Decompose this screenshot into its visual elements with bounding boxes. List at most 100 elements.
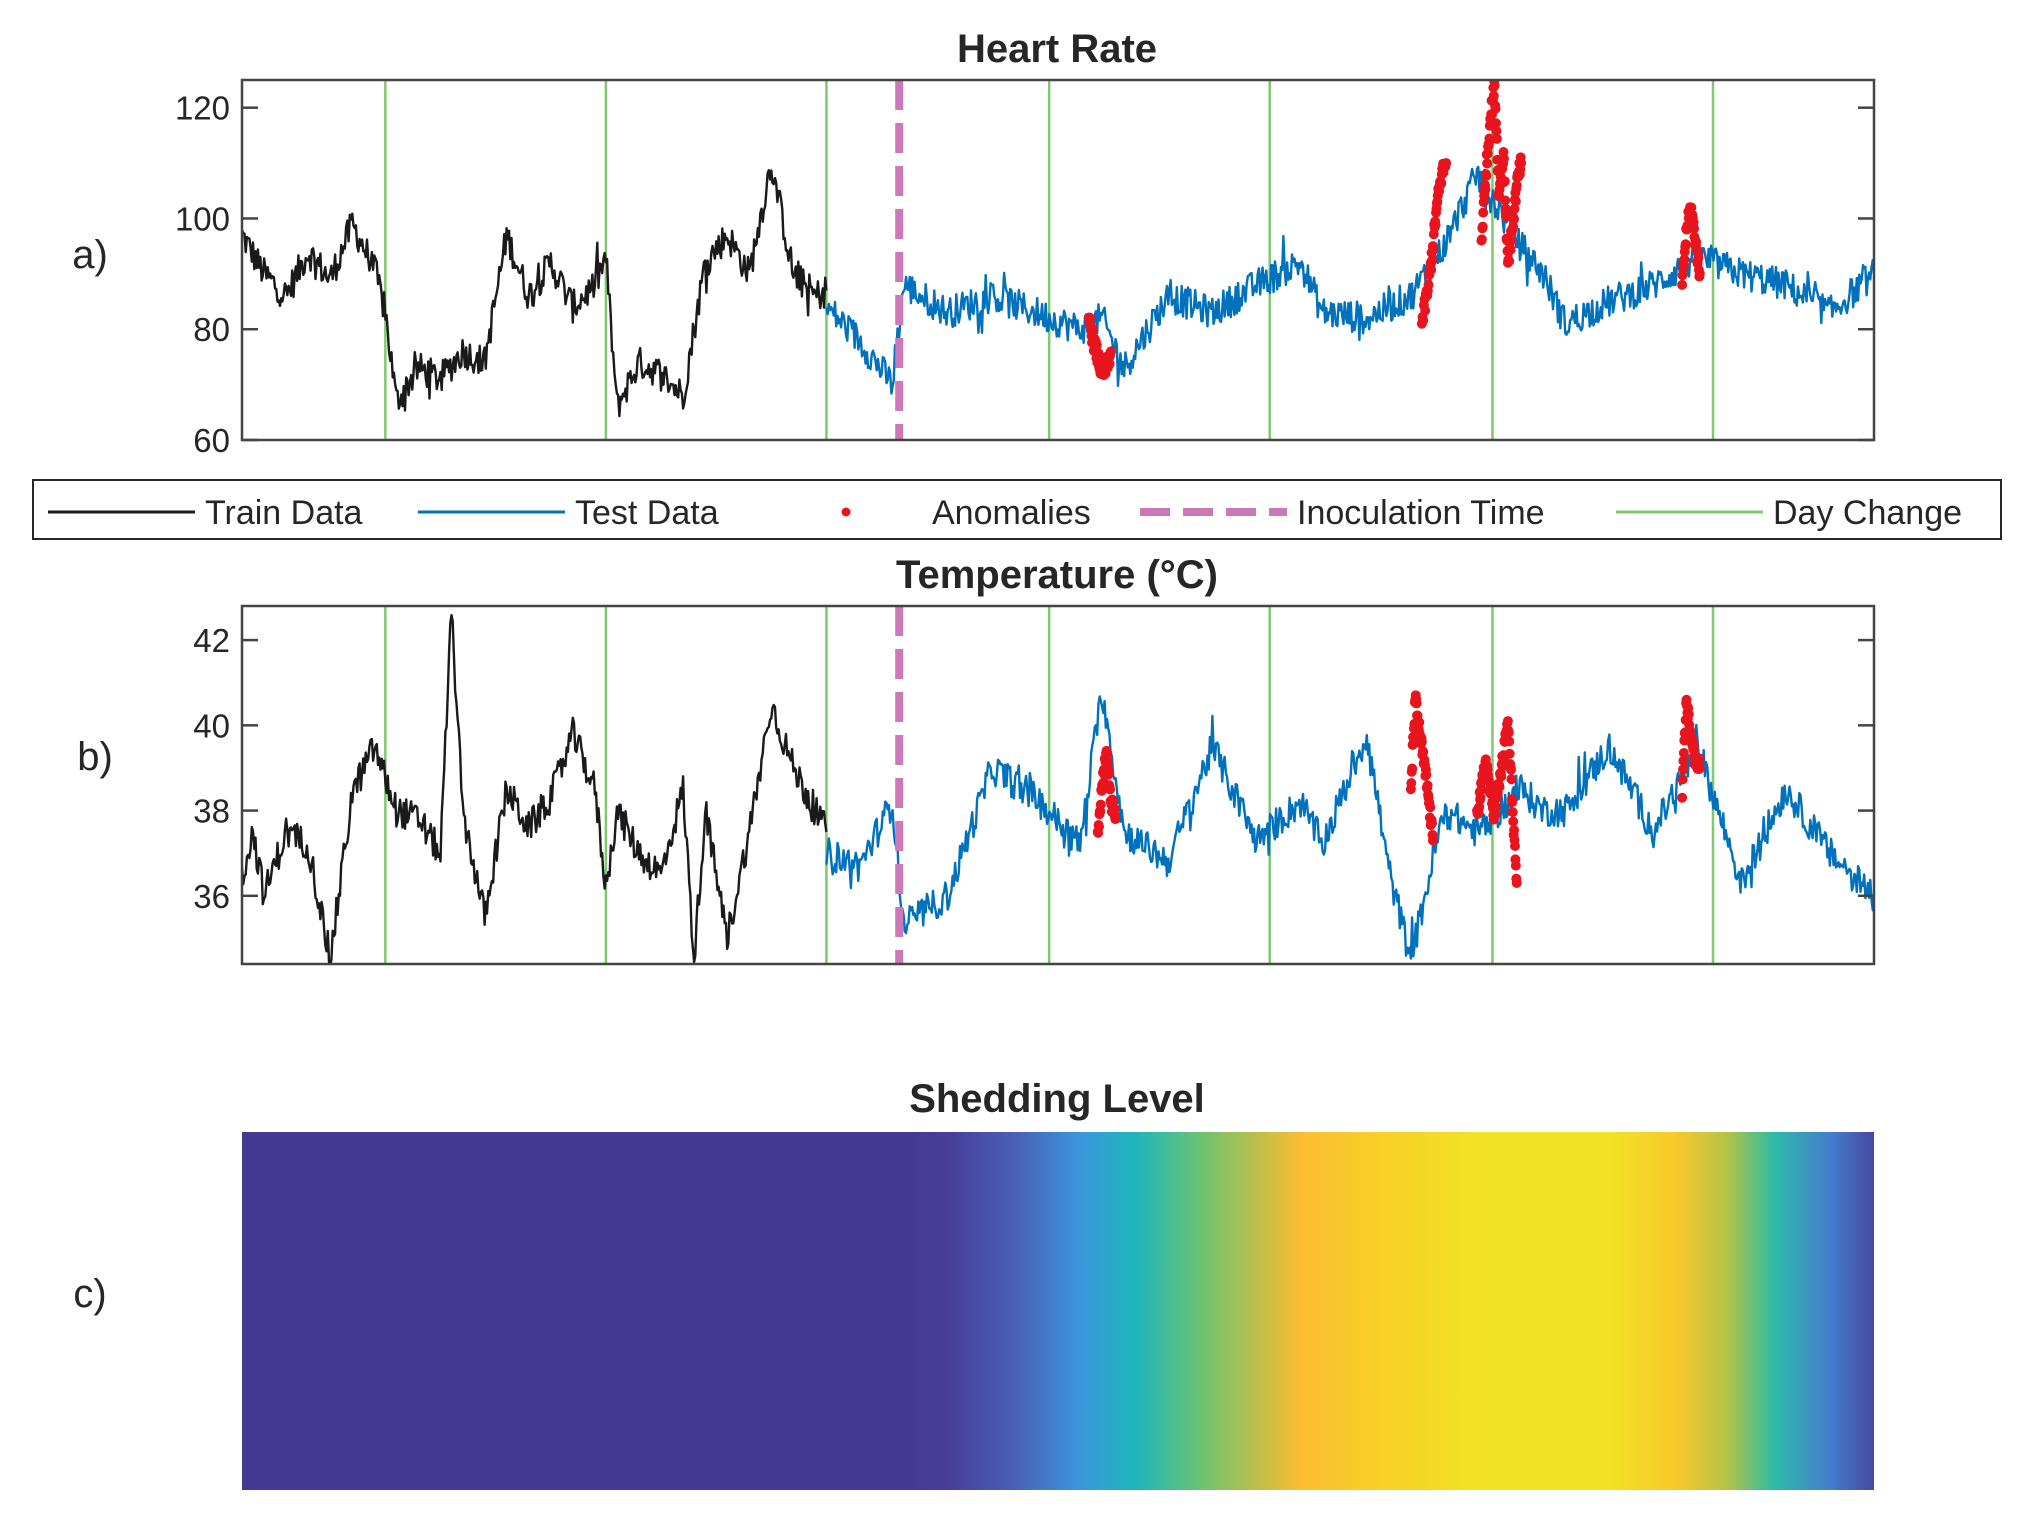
anomaly-point-fill — [1093, 348, 1104, 359]
anomaly-point-fill — [1491, 125, 1502, 136]
ytick-label-2: 100 — [175, 200, 230, 237]
anomaly-point-fill — [1504, 748, 1515, 759]
anomaly-point-fill — [1509, 840, 1520, 851]
legend-test-label: Test Data — [575, 494, 719, 532]
anomaly-point-fill — [1418, 746, 1429, 757]
anomaly-point-fill — [1428, 243, 1439, 254]
axes-frame — [240, 604, 1876, 966]
anomaly-point-fill — [1507, 807, 1518, 818]
legend-box — [32, 479, 2002, 540]
heart-rate-plot-area: 60 80 100 120 — [175, 78, 1876, 459]
anomaly-point-fill — [1103, 765, 1114, 776]
anomaly-point-fill — [1509, 824, 1520, 835]
anomaly-point-fill — [1102, 748, 1113, 759]
legend: Train Data Test Data Anomalies Inoculati… — [32, 479, 2002, 540]
anomaly-point-fill — [1510, 196, 1521, 207]
anomaly-point-fill — [1104, 358, 1115, 369]
panel-c-title: Shedding Level — [909, 1077, 1205, 1121]
anomaly-point-fill — [1500, 203, 1511, 214]
anomaly-point-fill — [1504, 736, 1515, 747]
anomaly-point-fill — [1508, 816, 1519, 827]
anomaly-point-25 — [1694, 762, 1705, 773]
anomaly-point-fill — [1506, 774, 1517, 785]
anomaly-point-12 — [1476, 784, 1487, 795]
anomaly-point-fill — [1490, 118, 1501, 129]
axes-frame — [240, 78, 1876, 442]
anomaly-point-7 — [1423, 279, 1434, 290]
anomaly-point-fill — [1427, 818, 1438, 829]
panel-a-title: Heart Rate — [957, 27, 1157, 71]
anomaly-point-fill — [1484, 133, 1495, 144]
anomaly-point-fill — [1407, 763, 1418, 774]
anomaly-point-20 — [1511, 878, 1522, 889]
shedding-heatmap-bar — [242, 1132, 1874, 1490]
anomaly-point-fill — [1430, 219, 1441, 230]
anomaly-point-21 — [1516, 158, 1527, 169]
panel-b-label: b) — [77, 735, 113, 779]
ytick-label-1: 38 — [193, 793, 230, 830]
plot-clip-group — [242, 606, 1874, 964]
anomaly-point-fill — [1508, 221, 1519, 232]
anomaly-point-5 — [1105, 346, 1116, 357]
anomaly-point-11 — [1441, 158, 1452, 169]
panel-b-title: Temperature (°C) — [896, 553, 1218, 597]
anomaly-point-4 — [1110, 814, 1121, 825]
ytick-label-0: 60 — [193, 422, 230, 459]
anomaly-point-fill — [1683, 709, 1694, 720]
anomaly-point-fill — [1499, 176, 1510, 187]
anomaly-point-19 — [1507, 797, 1518, 808]
anomaly-point-fill — [1509, 214, 1520, 225]
legend-train-label: Train Data — [205, 494, 363, 532]
anomaly-point-fill — [1488, 90, 1499, 101]
anomaly-point-fill — [1478, 207, 1489, 218]
ytick-label-2: 40 — [193, 707, 230, 744]
anomaly-point-fill — [1102, 757, 1113, 768]
anomaly-point-fill — [1418, 315, 1429, 326]
anomaly-point-15 — [1489, 80, 1500, 91]
anomaly-point-21 — [1677, 792, 1688, 803]
anomaly-point-fill — [1480, 184, 1491, 195]
anomaly-point-fill — [1503, 727, 1514, 738]
anomaly-point-20 — [1511, 180, 1522, 191]
anomaly-point-fill — [1421, 769, 1432, 780]
anomaly-point-fill — [1411, 698, 1422, 709]
anomaly-point-fill — [1425, 802, 1436, 813]
anomaly-point-18 — [1502, 716, 1513, 727]
anomaly-point-fill — [1678, 755, 1689, 766]
anomaly-point-fill — [1426, 264, 1437, 275]
anomaly-point-fill — [1509, 203, 1520, 214]
test-data-line — [825, 695, 1874, 960]
anomaly-point-fill — [1496, 771, 1507, 782]
anomaly-point-fill — [1677, 774, 1688, 785]
panel-temperature: Temperature (°C) b) 36 38 40 42 — [77, 553, 1876, 966]
panel-c-label: c) — [73, 1272, 106, 1316]
anomaly-point-fill — [1694, 753, 1705, 764]
anomaly-point-fill — [1500, 195, 1511, 206]
anomaly-point-fill — [1505, 764, 1516, 775]
anomaly-point-fill — [1094, 821, 1105, 832]
anomaly-point-fill — [1474, 802, 1485, 813]
anomaly-point-fill — [1680, 239, 1691, 250]
anomaly-point-fill — [1481, 170, 1492, 181]
test-data-line — [825, 165, 1874, 395]
panel-shedding-level: Shedding Level c) — [73, 1077, 1874, 1490]
anomaly-point-fill — [1678, 747, 1689, 758]
anomaly-point-10 — [1427, 835, 1438, 846]
legend-inoculation-label: Inoculation Time — [1297, 494, 1545, 532]
anomaly-point-fill — [1091, 340, 1102, 351]
anomaly-point-fill — [1406, 778, 1417, 789]
panel-a-label: a) — [72, 233, 108, 277]
anomaly-point-fill — [1095, 799, 1106, 810]
anomaly-point-fill — [1505, 244, 1516, 255]
anomaly-point-fill — [1414, 717, 1425, 728]
anomaly-point-fill — [1504, 256, 1515, 267]
anomaly-point-fill — [1416, 736, 1427, 747]
train-data-line — [242, 614, 828, 964]
anomaly-point-fill — [1494, 781, 1505, 792]
anomaly-point-fill — [1490, 801, 1501, 812]
ytick-label-3: 120 — [175, 90, 230, 127]
anomaly-point-fill — [1105, 784, 1116, 795]
anomaly-point-fill — [1475, 792, 1486, 803]
anomaly-point-fill — [1510, 860, 1521, 871]
